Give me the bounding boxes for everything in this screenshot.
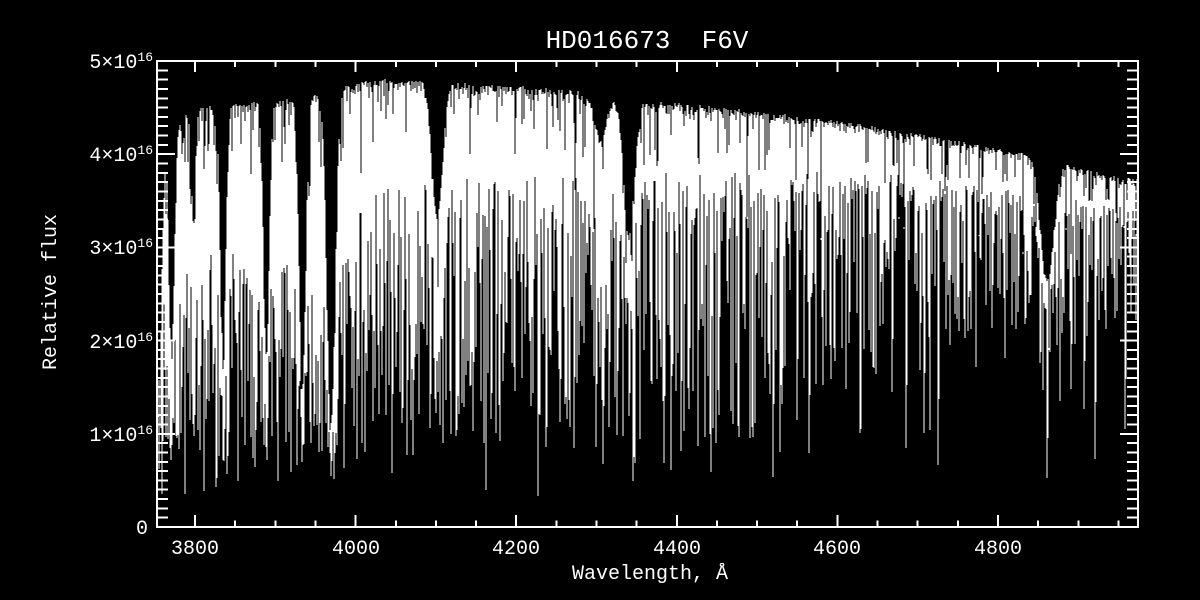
svg-text:HD016673 F6V: HD016673 F6V [546,26,749,56]
svg-text:4200: 4200 [492,538,540,561]
svg-text:2×1016: 2×1016 [89,330,153,355]
svg-text:0: 0 [136,518,148,541]
svg-text:3×1016: 3×1016 [89,236,153,261]
svg-text:4400: 4400 [653,538,701,561]
svg-text:Relative flux: Relative flux [40,214,63,370]
svg-text:1×1016: 1×1016 [89,423,153,448]
svg-text:4800: 4800 [974,538,1022,561]
svg-text:Wavelength, Å: Wavelength, Å [572,563,728,586]
svg-text:3800: 3800 [171,538,219,561]
svg-text:4×1016: 4×1016 [89,143,153,168]
svg-text:4600: 4600 [813,538,861,561]
svg-text:5×1016: 5×1016 [89,50,153,75]
svg-text:4000: 4000 [332,538,380,561]
